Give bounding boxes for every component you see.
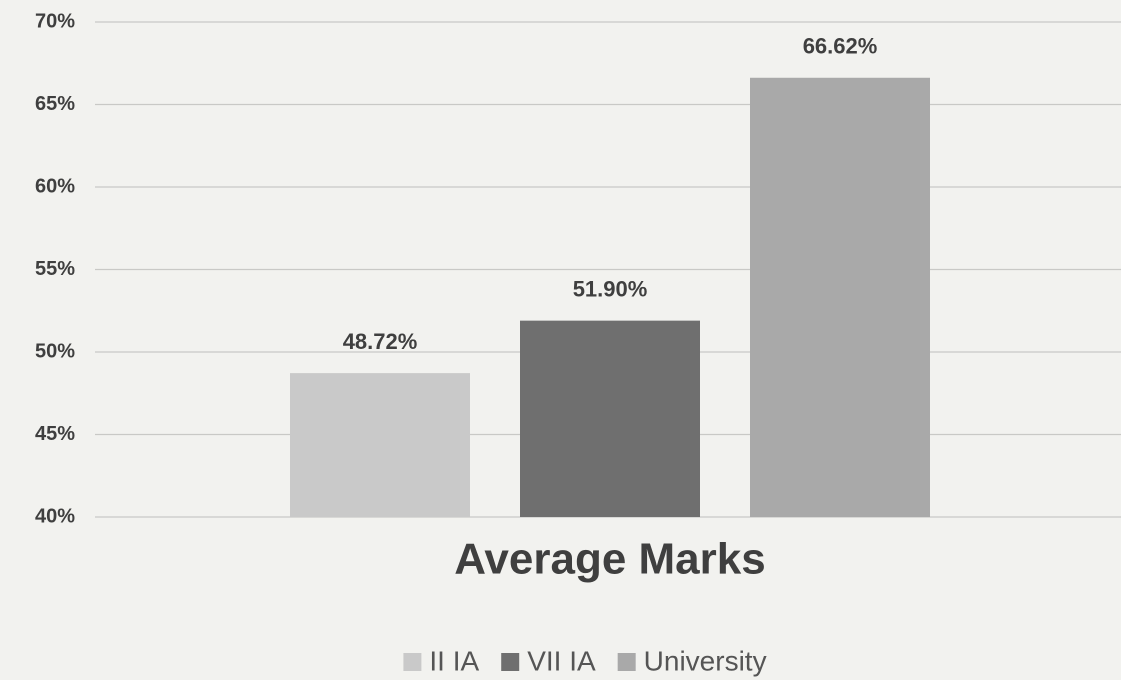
y-tick-label: 55% bbox=[35, 258, 75, 280]
y-tick-label: 70% bbox=[35, 10, 75, 32]
y-tick-label: 65% bbox=[35, 93, 75, 115]
value-label: 48.72% bbox=[343, 329, 418, 354]
legend-swatch bbox=[501, 653, 520, 671]
bar bbox=[750, 77, 930, 518]
category-label: Average Marks bbox=[454, 535, 765, 584]
y-tick-label: 50% bbox=[35, 340, 75, 362]
bar bbox=[520, 320, 700, 517]
value-label: 66.62% bbox=[803, 34, 878, 59]
legend-label: VII IA bbox=[527, 645, 596, 676]
value-label: 51.90% bbox=[573, 276, 648, 301]
legend-label: University bbox=[644, 645, 767, 676]
legend-swatch bbox=[617, 653, 636, 671]
legend-swatch bbox=[403, 653, 422, 671]
y-tick-label: 45% bbox=[35, 423, 75, 445]
legend-label: II IA bbox=[429, 645, 479, 676]
y-tick-label: 40% bbox=[35, 505, 75, 527]
y-tick-label: 60% bbox=[35, 175, 75, 197]
bar bbox=[290, 373, 470, 517]
